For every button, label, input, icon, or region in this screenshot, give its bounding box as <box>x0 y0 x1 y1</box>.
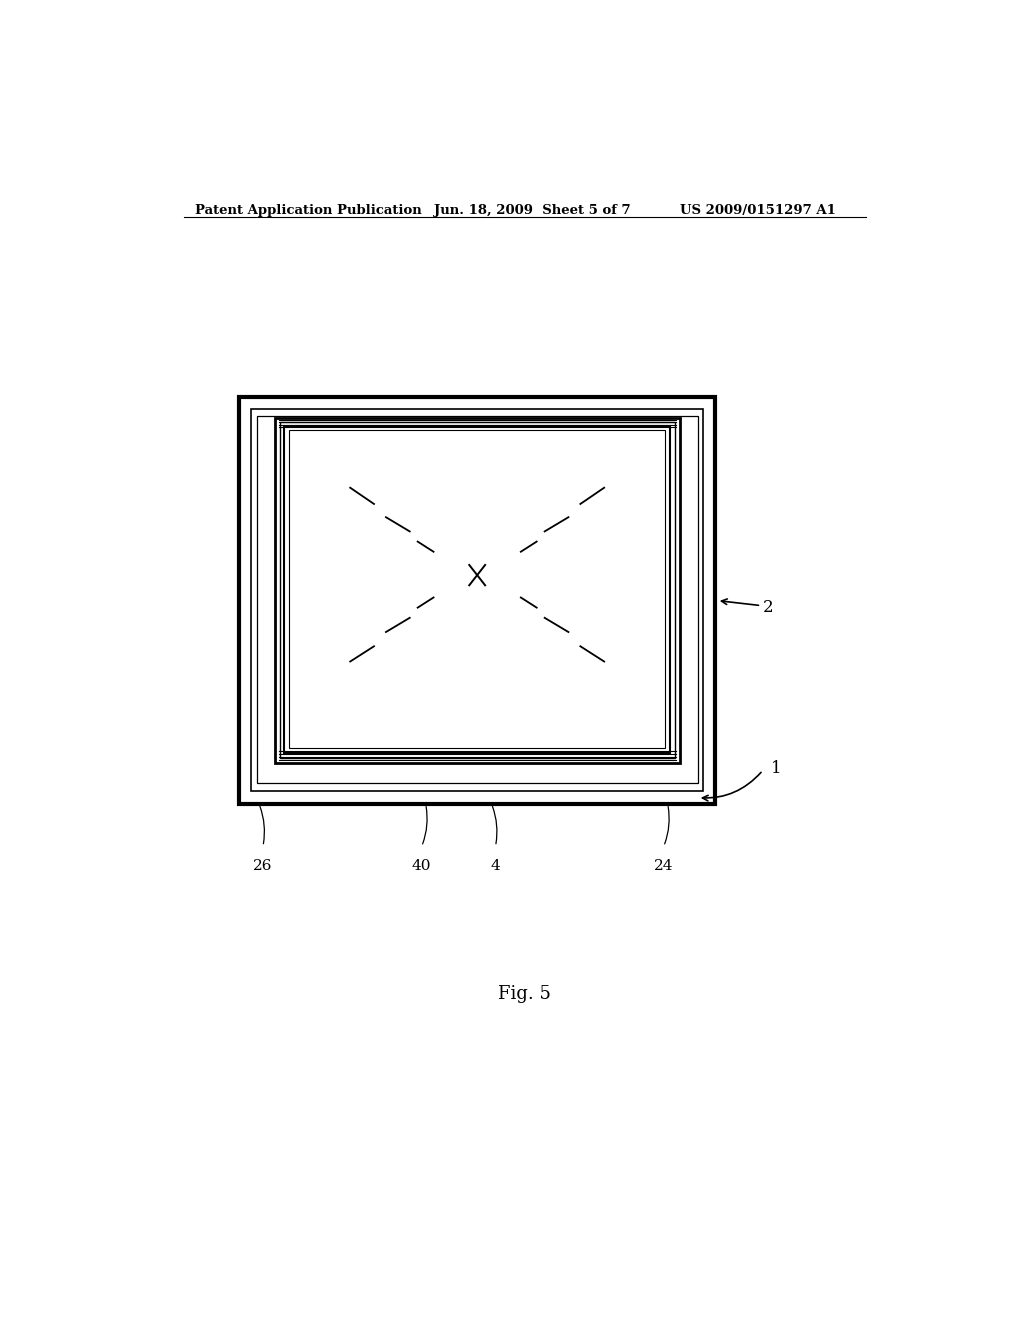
Text: 26: 26 <box>253 859 272 873</box>
Text: US 2009/0151297 A1: US 2009/0151297 A1 <box>680 205 836 216</box>
Bar <box>257 416 697 784</box>
Text: 2: 2 <box>763 599 773 616</box>
Text: 4: 4 <box>490 859 501 873</box>
Text: 1: 1 <box>771 760 781 776</box>
Bar <box>289 430 666 748</box>
Text: Jun. 18, 2009  Sheet 5 of 7: Jun. 18, 2009 Sheet 5 of 7 <box>433 205 630 216</box>
Text: 40: 40 <box>412 859 431 873</box>
Text: 24: 24 <box>654 859 674 873</box>
Bar <box>280 421 675 758</box>
Bar <box>240 397 715 804</box>
Text: Fig. 5: Fig. 5 <box>499 985 551 1003</box>
Bar <box>274 417 680 763</box>
Bar <box>285 426 670 752</box>
Bar <box>251 409 703 791</box>
Text: Patent Application Publication: Patent Application Publication <box>196 205 422 216</box>
